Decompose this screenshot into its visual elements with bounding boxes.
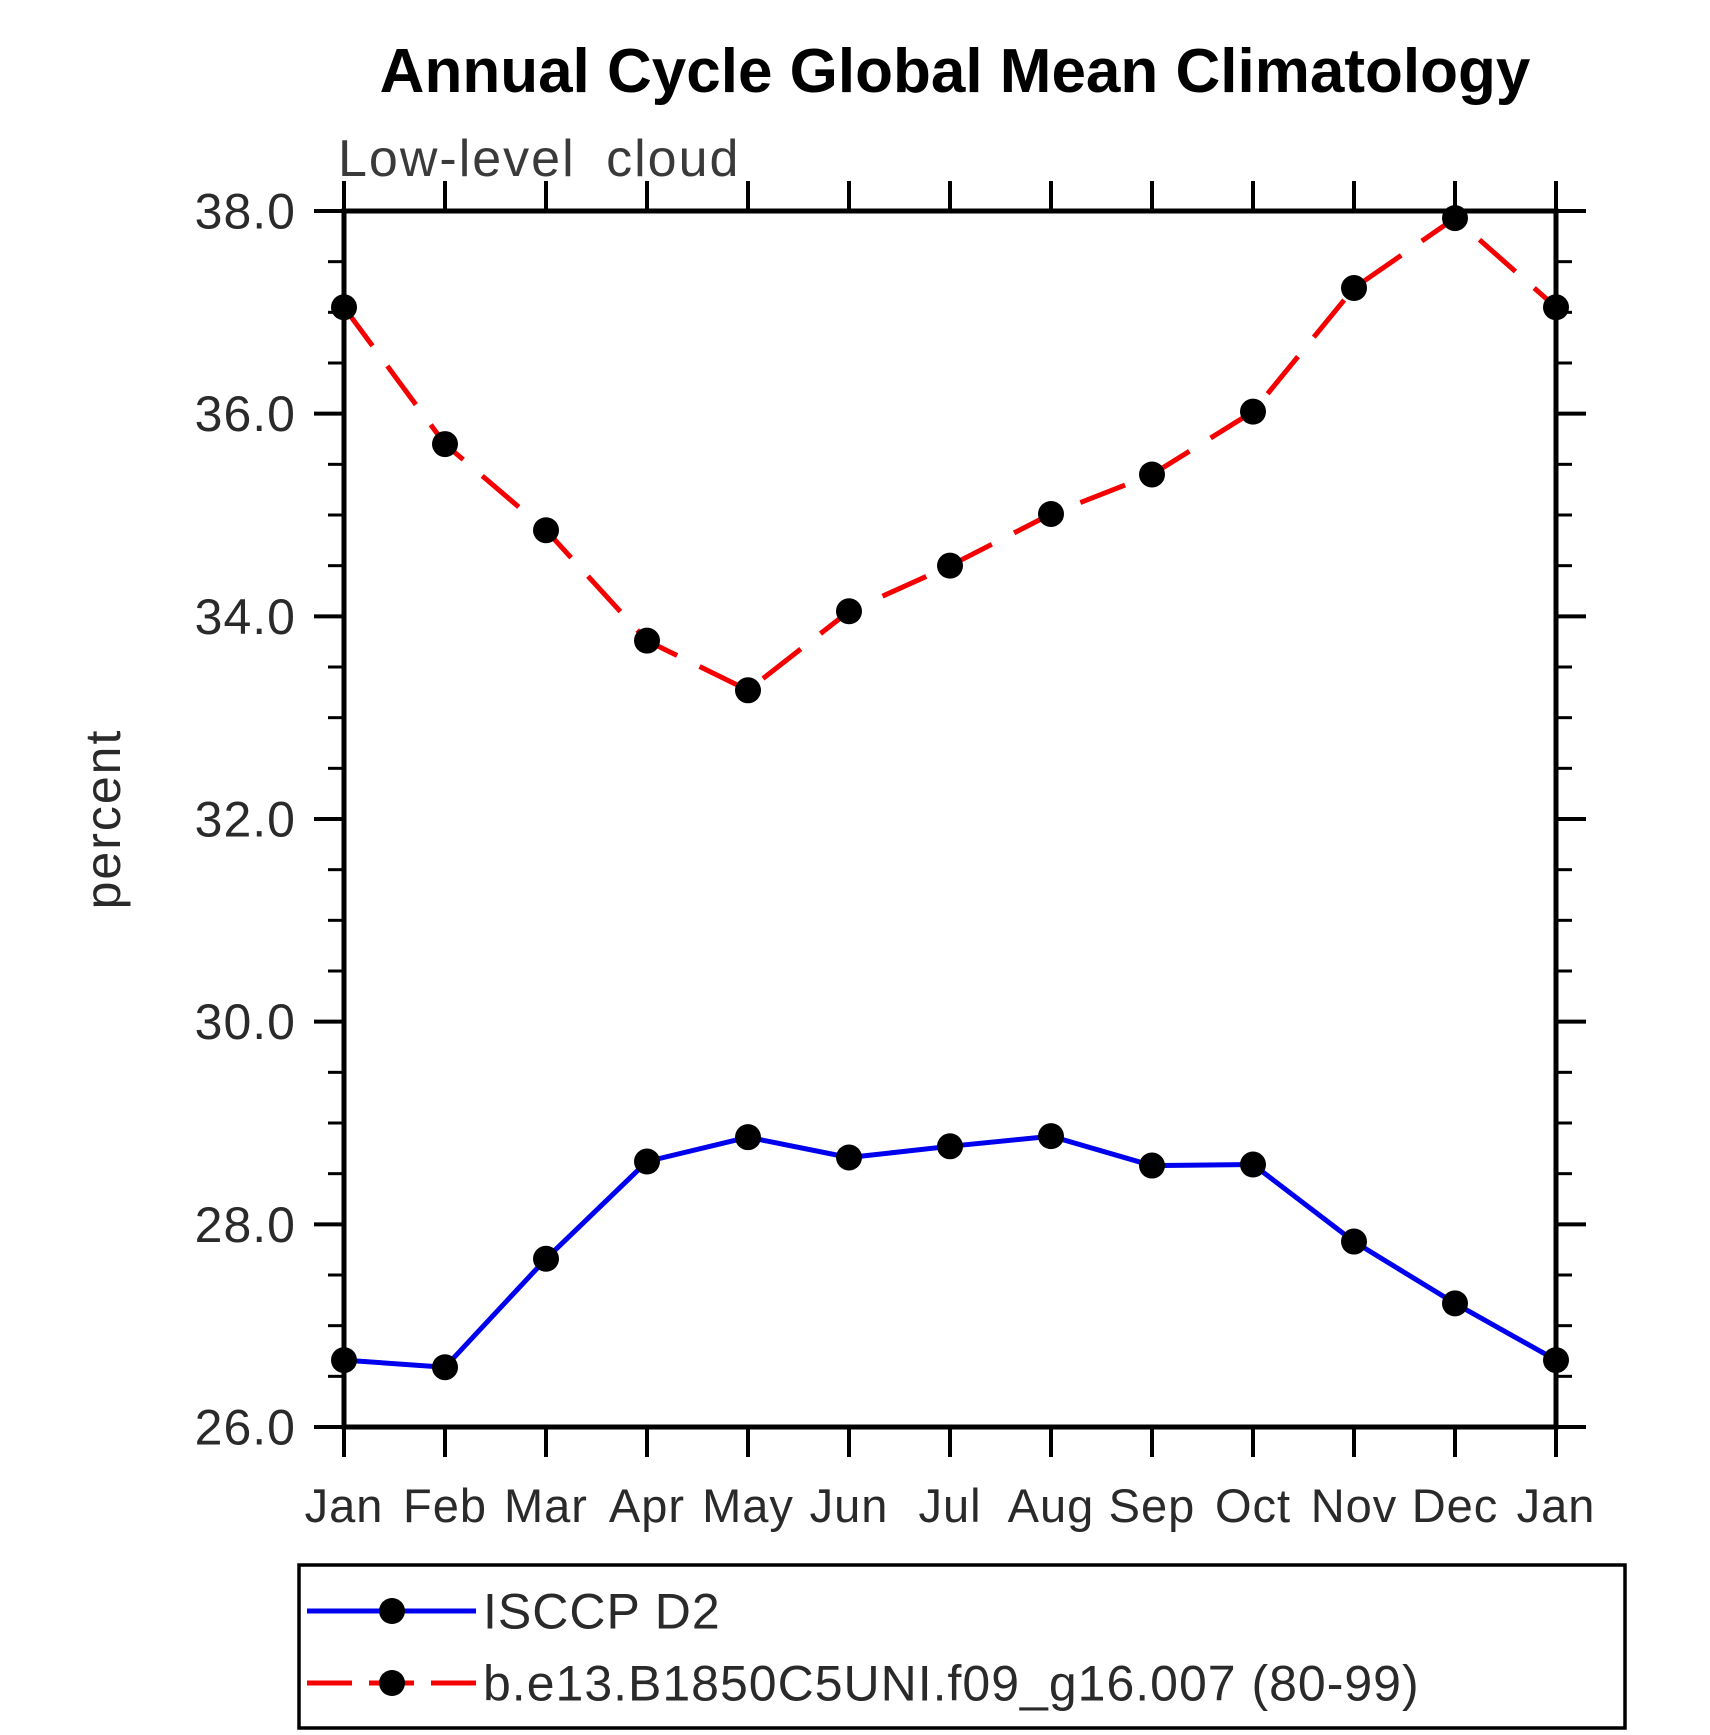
y-axis-title: percent [75, 729, 131, 910]
data-point-marker [432, 1354, 458, 1381]
x-tick-label: Oct [1215, 1479, 1291, 1532]
y-tick-label: 36.0 [195, 386, 296, 442]
y-tick-label: 26.0 [195, 1400, 296, 1456]
legend-frame [297, 1563, 1627, 1730]
x-tick-labels: Jan Feb Mar Apr May Jun Jul Aug Sep Oct Nov Dec Jan [305, 1479, 1596, 1532]
legend-label-0: ISCCP D2 [483, 1584, 721, 1640]
data-point-marker [1038, 500, 1064, 527]
data-point-marker [634, 1148, 660, 1175]
data-point-marker [1442, 205, 1468, 232]
data-point-marker [1341, 275, 1367, 302]
data-point-marker [937, 1133, 963, 1160]
data-point-marker [836, 598, 862, 625]
legend-box: ISCCP D2 b.e13.B1850C5UNI.f09_g16.007 (80… [297, 1563, 1627, 1730]
x-tick-label: Mar [504, 1479, 588, 1532]
series-lines [341, 215, 1558, 1370]
data-point-marker [937, 552, 963, 579]
y-tick-label: 30.0 [195, 994, 296, 1050]
y-tick-labels: 26.0 28.0 30.0 32.0 34.0 36.0 38.0 [195, 184, 296, 1456]
plot-box [341, 208, 1559, 1430]
data-point-marker [1139, 1152, 1165, 1179]
legend-label-1: b.e13.B1850C5UNI.f09_g16.007 (80-99) [483, 1656, 1420, 1712]
data-point-marker [1038, 1123, 1064, 1150]
data-point-marker [1240, 1151, 1266, 1178]
x-tick-label: Dec [1412, 1479, 1499, 1532]
legend-marker-sample [379, 1598, 405, 1624]
x-tick-label: Feb [403, 1479, 487, 1532]
data-point-marker [331, 294, 357, 321]
plot-axes [314, 181, 1586, 1457]
series-line-0 [343, 1133, 1558, 1370]
data-point-marker [533, 517, 559, 544]
series-markers [331, 205, 1569, 1381]
data-point-marker [735, 677, 761, 704]
data-point-marker [1442, 1290, 1468, 1317]
x-tick-label: Nov [1311, 1479, 1398, 1532]
data-point-marker [1139, 461, 1165, 488]
y-tick-label: 32.0 [195, 792, 296, 848]
data-point-marker [1543, 1347, 1569, 1374]
chart-subtitle: Low-level cloud [338, 130, 740, 188]
x-tick-label: Sep [1109, 1479, 1196, 1532]
data-point-marker [634, 627, 660, 654]
data-point-marker [1543, 294, 1569, 321]
y-tick-label: 34.0 [195, 589, 296, 645]
y-tick-label: 38.0 [195, 184, 296, 240]
data-point-marker [533, 1245, 559, 1272]
x-tick-label: Apr [609, 1479, 685, 1532]
data-point-marker [432, 431, 458, 458]
x-tick-label: Jul [918, 1479, 981, 1532]
series-line-1 [341, 215, 1558, 693]
y-tick-label: 28.0 [195, 1197, 296, 1253]
data-point-marker [1240, 398, 1266, 425]
x-tick-label: Jun [810, 1479, 889, 1532]
chart-title: Annual Cycle Global Mean Climatology [380, 37, 1531, 106]
x-tick-label: Aug [1008, 1479, 1095, 1532]
data-point-marker [1341, 1228, 1367, 1255]
x-tick-label: May [702, 1479, 794, 1532]
legend-marker-sample [379, 1670, 405, 1696]
x-tick-label: Jan [305, 1479, 384, 1532]
data-point-marker [331, 1347, 357, 1374]
data-point-marker [735, 1124, 761, 1151]
data-point-marker [836, 1144, 862, 1171]
x-tick-label: Jan [1517, 1479, 1596, 1532]
